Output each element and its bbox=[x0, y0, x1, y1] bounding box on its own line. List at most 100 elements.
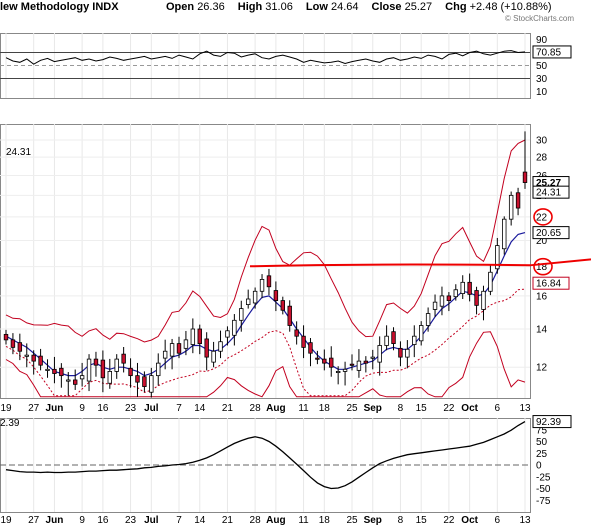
candle-body bbox=[329, 357, 334, 368]
candle-body bbox=[481, 290, 486, 310]
price-value-label: 25.27 bbox=[536, 178, 561, 189]
candle-body bbox=[335, 371, 341, 374]
low-label: Low 24.64 bbox=[305, 1, 359, 13]
candle-body bbox=[10, 339, 16, 348]
symbol-name: lew Methodology INDX bbox=[0, 1, 119, 13]
candle-body bbox=[474, 290, 479, 306]
candle-body bbox=[266, 275, 272, 288]
rsi-value-label: 70.85 bbox=[536, 47, 561, 58]
close-label: Close 25.27 bbox=[371, 1, 433, 13]
candle-body bbox=[315, 357, 320, 360]
candle-body bbox=[322, 358, 327, 364]
candle-body bbox=[24, 354, 29, 357]
rsi-value-box bbox=[532, 45, 572, 59]
x-tick-label: 13 bbox=[519, 403, 531, 414]
candle-body bbox=[169, 343, 175, 357]
cci-y-tick-label: -75 bbox=[536, 496, 551, 507]
rsi-y-tick-label: 10 bbox=[536, 87, 548, 98]
candle-body bbox=[3, 333, 9, 341]
x-tick-label-bottom: Aug bbox=[266, 515, 285, 526]
open-label: Open 26.36 bbox=[166, 1, 225, 13]
candle-body bbox=[149, 375, 154, 393]
candle-body bbox=[418, 325, 424, 342]
cci-y-tick-label: 25 bbox=[536, 449, 548, 460]
candle-body bbox=[107, 371, 112, 384]
price-y-tick-label: 14 bbox=[536, 325, 548, 336]
level-circle bbox=[533, 208, 553, 226]
candle-body bbox=[79, 375, 85, 380]
candle-body bbox=[356, 360, 362, 371]
candle-body bbox=[190, 328, 196, 345]
bollinger-lower bbox=[5, 331, 526, 398]
rsi-y-tick-label: 90 bbox=[536, 35, 548, 46]
x-tick-label-bottom: 15 bbox=[416, 515, 428, 526]
ohlc-summary: Open 26.36 High 31.06 Low 24.64 Close 25… bbox=[166, 0, 562, 14]
candle-body bbox=[495, 245, 500, 270]
x-tick-label: Oct bbox=[461, 403, 478, 414]
x-tick-label: 18 bbox=[319, 403, 331, 414]
x-tick-label: Jul bbox=[144, 403, 159, 414]
candle-body bbox=[232, 319, 237, 336]
x-tick-label: 25 bbox=[346, 403, 358, 414]
candle-body bbox=[370, 356, 375, 359]
candle-body bbox=[52, 368, 57, 374]
close-value: 25.27 bbox=[404, 1, 433, 13]
x-tick-label: 15 bbox=[416, 403, 428, 414]
x-tick-label-bottom: 23 bbox=[125, 515, 137, 526]
price-y-tick-label: 22 bbox=[536, 212, 548, 223]
candle-body bbox=[176, 343, 182, 354]
x-tick-label: 28 bbox=[250, 403, 262, 414]
x-tick-label-bottom: Jul bbox=[144, 515, 159, 526]
candle-body bbox=[363, 360, 369, 364]
x-tick-label: 22 bbox=[443, 403, 455, 414]
price-y-tick-label: 20 bbox=[536, 236, 548, 247]
cci-y-tick-label: 75 bbox=[536, 425, 548, 436]
cci-y-tick-label: 0 bbox=[536, 461, 542, 472]
candle-body bbox=[377, 345, 382, 363]
x-tick-label-bottom: Jun bbox=[46, 515, 64, 526]
price-value-label: 16.84 bbox=[536, 279, 561, 290]
cci-value-label: 92.39 bbox=[536, 417, 561, 428]
level-circle bbox=[533, 257, 553, 276]
price-y-tick-label: 16 bbox=[536, 291, 548, 302]
candle-body bbox=[121, 353, 126, 364]
x-tick-label-bottom: 19 bbox=[0, 515, 12, 526]
price-left-label: 24.31 bbox=[6, 147, 31, 158]
price-value-label: 20.65 bbox=[536, 228, 561, 239]
candle-body bbox=[225, 330, 230, 338]
candle-body bbox=[280, 300, 285, 311]
x-tick-label-bottom: 6 bbox=[495, 515, 501, 526]
price-y-tick-label: 12 bbox=[536, 363, 548, 374]
low-value: 24.64 bbox=[330, 1, 359, 13]
x-tick-label-bottom: 21 bbox=[222, 515, 234, 526]
x-tick-label: 16 bbox=[97, 403, 109, 414]
candle-body bbox=[349, 363, 355, 366]
x-tick-label-bottom: 18 bbox=[319, 515, 331, 526]
x-tick-label: 9 bbox=[79, 403, 85, 414]
candle-body bbox=[59, 367, 64, 377]
cci-value-box bbox=[532, 415, 572, 429]
candle-body bbox=[342, 368, 348, 372]
rsi-y-tick-label: 50 bbox=[536, 61, 548, 72]
x-tick-label: 19 bbox=[0, 403, 12, 414]
candle-body bbox=[38, 355, 43, 366]
candle-body bbox=[391, 331, 396, 345]
candle-body bbox=[439, 295, 445, 307]
cci-y-tick-label: -25 bbox=[536, 472, 551, 483]
x-tick-label: 8 bbox=[398, 403, 404, 414]
high-label: High 31.06 bbox=[237, 1, 293, 13]
x-tick-label-bottom: Sep bbox=[364, 515, 382, 526]
candle-body bbox=[245, 298, 251, 305]
candle-body bbox=[114, 358, 119, 372]
price-value-box bbox=[532, 226, 570, 240]
candle-body bbox=[412, 335, 417, 345]
bollinger-upper bbox=[5, 139, 526, 343]
x-tick-label: Aug bbox=[266, 403, 285, 414]
candle-body bbox=[515, 192, 521, 209]
x-tick-label: Sep bbox=[364, 403, 382, 414]
x-tick-label-bottom: 27 bbox=[28, 515, 40, 526]
change-value: +2.48 (+10.88%) bbox=[469, 1, 552, 13]
cci-y-tick-label: 50 bbox=[536, 437, 548, 448]
candle-body bbox=[86, 358, 92, 382]
